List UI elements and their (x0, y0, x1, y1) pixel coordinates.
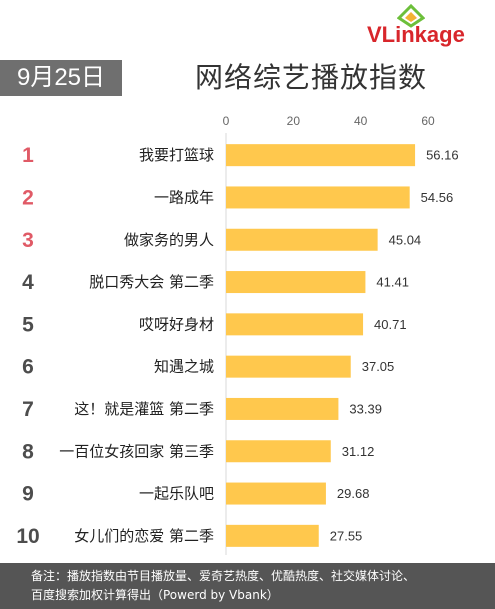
bar (226, 144, 416, 167)
bar (226, 186, 410, 209)
rank-number: 2 (22, 186, 34, 209)
rank-number: 9 (22, 483, 34, 506)
data-label: 45.04 (389, 232, 422, 247)
bar-chart: 0 20 40 60 56.16 我要打篮球 1 54.56 一路成年 2 45.04 做家务的男人 3… (16, 114, 459, 555)
vlinkage-logo: VLinkage (367, 4, 487, 48)
x-tick-label: 60 (421, 114, 435, 128)
date-badge: 9月25日 (0, 60, 122, 96)
bar (226, 355, 351, 378)
footer-note: 备注：播放指数由节目播放量、爱奇艺热度、优酷热度、社交媒体讨论、 百度搜索加权计… (0, 563, 495, 609)
category-label: 我要打篮球 (139, 146, 214, 164)
rank-number: 6 (22, 356, 34, 379)
category-label: 知遇之城 (154, 358, 214, 376)
bar (226, 228, 378, 251)
rank-number: 3 (22, 229, 34, 252)
category-label: 脱口秀大会 第二季 (89, 273, 214, 291)
data-label: 54.56 (421, 190, 454, 205)
rank-number: 4 (22, 271, 34, 294)
data-label: 29.68 (337, 486, 370, 501)
category-label: 这！就是灌篮 第二季 (74, 400, 214, 418)
rank-number: 7 (22, 398, 34, 421)
data-label: 40.71 (374, 317, 407, 332)
bar (226, 271, 366, 294)
bar (226, 397, 339, 420)
category-label: 做家务的男人 (124, 231, 214, 249)
category-label: 哎呀好身材 (139, 315, 214, 333)
category-label: 一起乐队吧 (139, 485, 214, 503)
footer-line-1: 备注：播放指数由节目播放量、爱奇艺热度、优酷热度、社交媒体讨论、 (31, 569, 416, 583)
category-label: 女儿们的恋爱 第二季 (74, 527, 214, 545)
data-label: 37.05 (362, 359, 395, 374)
x-tick-label: 40 (354, 114, 368, 128)
page-title: 网络综艺播放指数 (195, 61, 428, 94)
rank-number: 8 (22, 440, 34, 463)
bar (226, 313, 364, 336)
rank-number: 10 (16, 525, 39, 548)
bar (226, 440, 331, 463)
data-label: 41.41 (376, 275, 409, 290)
data-label: 31.12 (342, 444, 375, 459)
category-label: 一路成年 (154, 188, 214, 206)
data-label: 27.55 (330, 528, 363, 543)
x-tick-label: 20 (287, 114, 301, 128)
logo-text: VLinkage (367, 22, 465, 47)
bar (226, 482, 326, 505)
data-label: 33.39 (349, 401, 382, 416)
rank-number: 5 (22, 313, 34, 336)
bar (226, 524, 319, 547)
rank-number: 1 (22, 144, 34, 167)
data-label: 56.16 (426, 148, 459, 163)
footer-line-2: 百度搜索加权计算得出（Powerd by Vbank） (31, 588, 279, 602)
category-label: 一百位女孩回家 第三季 (59, 442, 214, 460)
x-tick-label: 0 (223, 114, 230, 128)
logo-mark-icon (397, 4, 425, 28)
